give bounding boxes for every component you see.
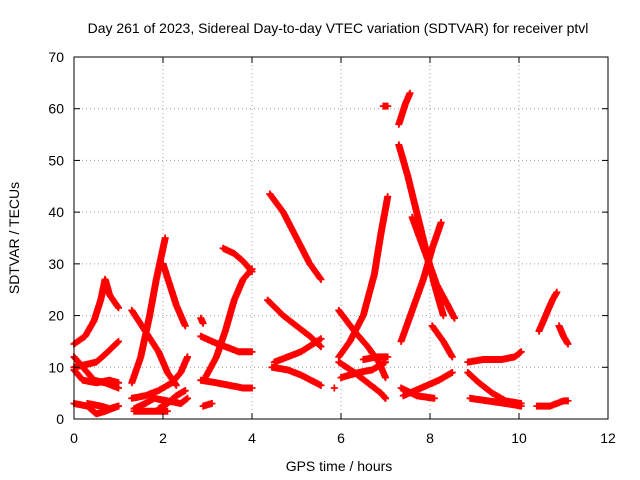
plus-markers: [395, 89, 414, 128]
plus-markers: [128, 353, 191, 402]
series-arc-22: [270, 335, 325, 366]
y-tick-label: 60: [48, 101, 64, 117]
series-arc-27: [337, 358, 389, 382]
y-tick-label: 30: [48, 256, 64, 272]
series-arc-17: [199, 400, 216, 410]
plus-markers: [130, 407, 171, 415]
y-tick-label: 50: [48, 152, 64, 168]
plus-markers: [535, 288, 561, 335]
plus-markers: [201, 265, 256, 382]
plus-markers: [199, 400, 216, 410]
series-arc-09: [128, 353, 191, 402]
series-arc-24: [335, 193, 392, 361]
plus-markers: [128, 306, 180, 389]
series-arc-08: [128, 306, 180, 389]
series-arc-33: [395, 89, 414, 128]
plus-markers: [337, 358, 389, 382]
plus-markers: [533, 397, 572, 410]
series-arc-31: [379, 102, 392, 110]
plus-markers: [408, 213, 458, 322]
plus-markers: [335, 193, 392, 361]
y-tick-label: 10: [48, 359, 64, 375]
plus-markers: [270, 335, 325, 366]
plus-markers: [428, 322, 456, 361]
series-arc-20: [266, 190, 325, 283]
series-arc-38: [428, 322, 456, 361]
series-arc-13: [159, 260, 189, 330]
x-axis-label: GPS time / hours: [286, 458, 393, 474]
plus-markers: [330, 384, 338, 392]
series-arc-06: [83, 400, 122, 413]
plus-markers: [555, 322, 572, 348]
plus-markers: [379, 102, 392, 110]
data-marks: [70, 89, 572, 418]
x-tick-label: 2: [159, 430, 167, 446]
plus-markers: [197, 314, 207, 327]
plus-markers: [464, 348, 525, 366]
series-arc-29: [330, 384, 338, 392]
plus-markers: [399, 369, 456, 400]
plus-markers: [466, 394, 525, 410]
series-arc-28: [359, 353, 392, 363]
x-tick-label: 12: [600, 430, 616, 446]
series-arc-30: [382, 394, 389, 402]
series-arc-43: [555, 322, 572, 348]
series-arc-12: [155, 387, 189, 413]
y-axis-label: SDTVAR / TECUs: [6, 182, 22, 294]
series-arc-35: [408, 213, 458, 322]
series-arc-37: [399, 369, 456, 400]
plus-markers: [359, 353, 392, 363]
y-tick-label: 20: [48, 308, 64, 324]
plus-markers: [219, 244, 256, 276]
plus-markers: [155, 387, 189, 413]
chart-title: Day 261 of 2023, Sidereal Day-to-day VTE…: [88, 20, 589, 36]
x-tick-label: 4: [248, 430, 256, 446]
series-arc-11: [130, 407, 171, 415]
series-arc-14: [197, 314, 207, 327]
y-tick-label: 0: [56, 411, 64, 427]
series-arc-44: [533, 397, 572, 410]
x-tick-label: 6: [337, 430, 345, 446]
series-arc-42: [535, 288, 561, 335]
plus-markers: [268, 363, 325, 389]
x-tick-label: 10: [511, 430, 527, 446]
plus-markers: [382, 394, 389, 402]
plus-markers: [159, 260, 189, 330]
series-arc-39: [464, 348, 525, 366]
x-tick-label: 8: [426, 430, 434, 446]
axis-ticks: 0 2 4 6 8 10 12 0 10 20 30 40 50 60 70: [48, 49, 616, 446]
y-tick-label: 70: [48, 49, 64, 65]
series-arc-19: [219, 244, 256, 276]
y-tick-label: 40: [48, 204, 64, 220]
plus-markers: [266, 190, 325, 283]
series-arc-41: [466, 394, 525, 410]
x-tick-label: 0: [70, 430, 78, 446]
series-arc-23: [268, 363, 325, 389]
plus-markers: [83, 400, 122, 413]
series-arc-18: [201, 265, 256, 382]
